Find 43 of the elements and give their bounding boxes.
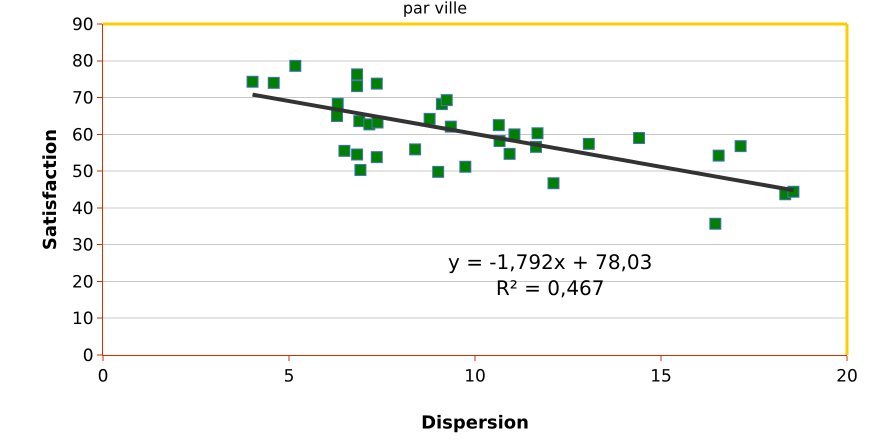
point xyxy=(351,80,364,92)
y-tick-label: 50 xyxy=(72,162,94,182)
y-tick-label: 80 xyxy=(72,52,94,72)
x-tick-label: 15 xyxy=(650,366,672,386)
point xyxy=(734,140,747,152)
point xyxy=(351,68,364,80)
chart-title: par ville xyxy=(402,0,468,18)
point xyxy=(712,150,725,162)
point xyxy=(289,60,302,72)
point xyxy=(424,112,436,125)
point xyxy=(268,76,280,89)
point xyxy=(351,148,364,161)
annotation: y = -1,792x + 78,03 R² = 0,467 xyxy=(448,250,652,300)
point xyxy=(338,144,350,157)
y-tick-label: 20 xyxy=(72,272,94,292)
point xyxy=(432,166,444,178)
point xyxy=(582,138,595,150)
y-axis-title: Satisfaction xyxy=(40,128,62,250)
point xyxy=(633,132,646,144)
y-tick-label: 70 xyxy=(72,88,94,109)
point xyxy=(504,148,516,160)
x-tick-label: 0 xyxy=(98,366,108,386)
y-tick-label: 10 xyxy=(72,309,94,330)
point xyxy=(709,218,722,230)
x-tick-label: 5 xyxy=(284,366,294,386)
point xyxy=(440,94,453,106)
point xyxy=(246,76,259,88)
point xyxy=(547,177,560,190)
y-tick-label: 40 xyxy=(72,198,94,219)
point xyxy=(370,78,383,90)
point xyxy=(492,119,505,132)
point xyxy=(409,143,422,156)
point xyxy=(370,151,383,164)
point xyxy=(459,160,472,173)
y-tick-label: 0 xyxy=(82,346,94,366)
x-axis-title: Dispersion xyxy=(421,412,529,434)
y-tick-label: 90 xyxy=(72,14,94,35)
point xyxy=(354,164,366,176)
x-tick-label: 20 xyxy=(836,366,858,386)
y-tick-label: 30 xyxy=(72,236,94,256)
x-tick-label: 10 xyxy=(464,366,486,386)
y-tick-label: 60 xyxy=(72,125,94,146)
point xyxy=(532,127,544,140)
